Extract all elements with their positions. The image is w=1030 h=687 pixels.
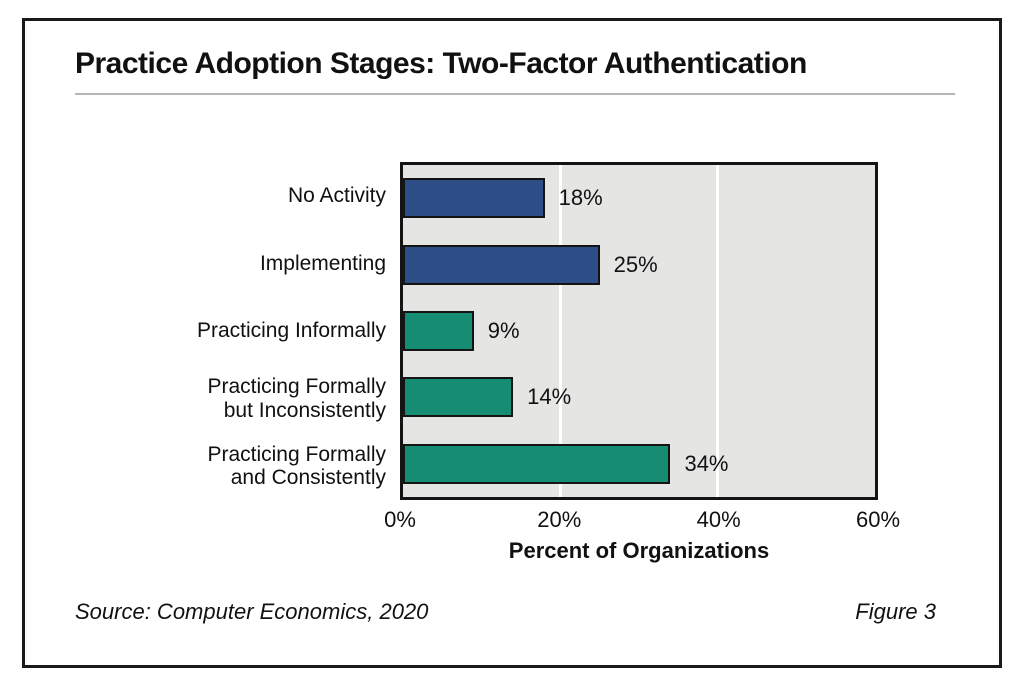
category-label-practicing-formally-but-inconsistently: Practicing Formally but Inconsistently (207, 375, 386, 422)
x-tick-0: 0% (384, 507, 416, 532)
category-label-no-activity: No Activity (287, 184, 386, 208)
category-label-practicing-informally: Practicing Informally (196, 319, 386, 343)
bar-no-activity (403, 178, 545, 219)
bar-row-no-activity: 18% (403, 165, 875, 231)
value-label-implementing: 25% (613, 251, 658, 277)
chart-title: Practice Adoption Stages: Two-Factor Aut… (75, 47, 807, 80)
bar-practicing-formally-but-inconsistently (403, 377, 514, 418)
bar-implementing (403, 244, 600, 285)
category-label-practicing-formally-and-consistently: Practicing Formally and Consistently (207, 442, 386, 490)
bar-practicing-informally (403, 311, 474, 352)
x-axis-label: Percent of Organizations (508, 538, 770, 563)
figure-number: Figure 3 (855, 599, 936, 624)
bar-practicing-formally-and-consistently (403, 443, 671, 484)
value-label-practicing-informally: 9% (487, 318, 520, 344)
x-tick-60: 60% (855, 507, 901, 532)
gridline-40 (716, 165, 720, 497)
value-label-no-activity: 18% (558, 185, 603, 211)
bar-row-practicing-formally-and-consistently: 34% (403, 431, 875, 497)
plot-area: 18% 25% 9% 14% 34% (400, 162, 878, 500)
figure-frame: Practice Adoption Stages: Two-Factor Aut… (22, 18, 1002, 668)
title-divider (75, 93, 955, 95)
bar-row-practicing-formally-but-inconsistently: 14% (403, 364, 875, 430)
bar-row-practicing-informally: 9% (403, 298, 875, 364)
category-axis: No Activity Implementing Practicing Inform… (25, 162, 386, 500)
x-tick-20: 20% (537, 507, 582, 532)
gridline-20 (558, 165, 562, 497)
category-label-implementing: Implementing (259, 251, 386, 275)
bar-row-implementing: 25% (403, 231, 875, 297)
value-label-practicing-formally-but-inconsistently: 14% (527, 384, 572, 410)
x-axis-ticks: 0% 20% 40% 60% (384, 507, 900, 533)
bar-rows: 18% 25% 9% 14% 34% (403, 165, 875, 497)
x-tick-40: 40% (696, 507, 741, 532)
value-label-practicing-formally-and-consistently: 34% (684, 450, 729, 476)
source-note: Source: Computer Economics, 2020 (75, 599, 429, 624)
